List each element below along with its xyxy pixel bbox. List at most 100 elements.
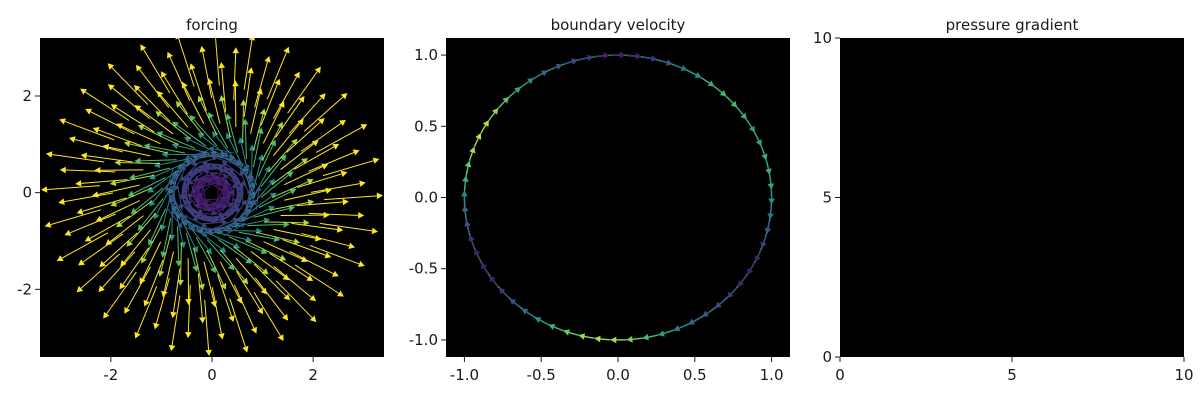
vector-arrow [80, 88, 130, 121]
vector-arrow [244, 199, 256, 222]
vector-arrow [140, 44, 171, 94]
vector-arrow [134, 157, 177, 165]
vector-arrow [754, 248, 762, 262]
vector-arrow [181, 191, 193, 214]
y-tick-label: -2 [17, 280, 32, 298]
vector-arrow [309, 244, 365, 268]
vector-arrow [105, 215, 144, 246]
vector-arrow [688, 316, 702, 325]
vector-arrow [193, 247, 205, 291]
vector-arrow [548, 63, 563, 71]
vector-arrow [296, 198, 349, 207]
vector-arrow [214, 217, 239, 229]
vector-arrow [175, 100, 204, 136]
vector-arrow [155, 110, 191, 140]
vector-arrow [137, 198, 164, 231]
x-tick-label: 1.0 [760, 366, 784, 384]
vector-arrow [160, 218, 172, 258]
vector-arrow [308, 212, 365, 219]
vector-arrow [195, 237, 216, 274]
y-tick-label: 10 [813, 29, 832, 47]
vector-arrow [481, 262, 490, 276]
vector-arrow [189, 63, 207, 112]
panel-2: pressure gradient 0 5 10 0 5 10 [813, 16, 1194, 384]
vector-arrow [76, 253, 121, 293]
vector-arrow [59, 118, 115, 141]
vector-arrow [280, 211, 330, 219]
vector-arrow [243, 67, 254, 117]
vector-arrow [173, 198, 187, 221]
vector-arrow [252, 127, 264, 168]
panel-0: forcing -2 0 2 -2 0 2 [17, 16, 384, 384]
vector-arrow [498, 96, 510, 108]
vector-arrow [167, 208, 183, 228]
vector-arrow [231, 183, 237, 208]
vector-arrow [271, 178, 314, 198]
vector-arrow [248, 176, 254, 201]
vector-arrow [768, 190, 775, 205]
vector-arrow [642, 333, 658, 341]
vector-arrow [133, 85, 171, 122]
vector-arrow [610, 336, 626, 344]
vector-arrow [269, 252, 314, 282]
plot-area [840, 38, 1184, 357]
vector-arrow [747, 262, 756, 275]
vector-arrow [271, 158, 308, 185]
vector-arrow [509, 298, 522, 309]
vector-arrow [594, 335, 610, 343]
vector-arrow [141, 224, 163, 264]
vector-arrow [245, 163, 258, 186]
vector-arrow [319, 222, 379, 235]
vector-arrow [215, 38, 220, 86]
vector-arrow [129, 167, 171, 181]
vector-arrow [85, 108, 135, 135]
vector-arrow [255, 185, 262, 210]
vector-arrow [257, 139, 276, 177]
vector-arrow [92, 126, 142, 147]
y-tick-label: 0.0 [414, 189, 438, 207]
vector-arrow [180, 163, 198, 182]
vector-arrow [273, 266, 317, 302]
vector-arrow [714, 86, 727, 97]
vector-arrow [673, 324, 688, 332]
vector-arrow [59, 166, 116, 174]
vector-arrow [474, 133, 482, 147]
y-tick-label: 0 [822, 348, 832, 366]
vector-arrow [715, 298, 727, 309]
vector-arrow [254, 277, 289, 321]
vector-arrow [193, 225, 220, 232]
vector-arrow [176, 213, 196, 230]
vector-arrow [235, 257, 268, 295]
vector-arrow [116, 200, 153, 228]
y-tick-label: 5 [822, 189, 832, 207]
vector-arrow [310, 180, 366, 193]
vector-arrow [137, 124, 179, 146]
vector-arrow [124, 266, 151, 314]
vector-arrow [297, 170, 348, 188]
vector-arrow [110, 187, 153, 207]
vector-arrow [99, 232, 138, 268]
y-tick-label: 0.5 [414, 117, 438, 135]
vector-arrow [315, 124, 368, 153]
vector-arrow [245, 192, 277, 216]
vector-arrow [153, 277, 170, 330]
vector-arrow [236, 270, 264, 315]
vector-arrow [134, 105, 174, 135]
x-tick-label: 2 [308, 366, 318, 384]
vector-arrow [240, 180, 246, 205]
vector-arrow [250, 250, 290, 281]
vector-arrow [275, 280, 317, 323]
vector-arrow [149, 162, 185, 180]
vector-arrow [626, 52, 642, 60]
vector-arrow [187, 194, 203, 215]
vector-arrow [75, 179, 128, 187]
vector-arrow [282, 239, 332, 259]
vector-arrow [488, 108, 499, 120]
vector-arrow [218, 61, 227, 112]
vector-arrow [462, 175, 469, 190]
y-tick-label: 2 [22, 87, 32, 105]
vector-arrow [521, 78, 534, 87]
vector-arrow [80, 152, 133, 163]
vector-arrow [175, 226, 182, 267]
vector-arrow [188, 168, 208, 185]
